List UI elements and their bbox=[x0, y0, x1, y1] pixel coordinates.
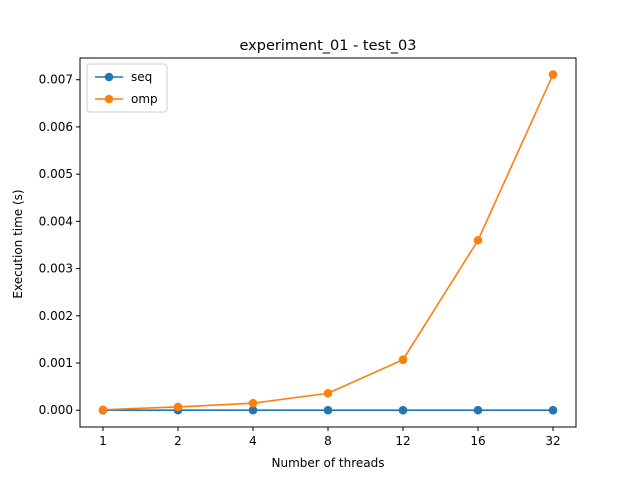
data-point-omp bbox=[98, 405, 108, 415]
legend-marker-omp bbox=[104, 94, 114, 104]
y-tick-label: 0.005 bbox=[39, 167, 73, 181]
y-axis-label: Execution time (s) bbox=[11, 189, 25, 298]
y-tick-label: 0.004 bbox=[39, 214, 73, 228]
data-point-seq bbox=[398, 405, 408, 415]
data-point-omp bbox=[548, 70, 558, 79]
data-point-omp bbox=[473, 235, 483, 245]
data-point-omp bbox=[248, 398, 258, 408]
x-tick-label: 8 bbox=[324, 434, 332, 448]
x-tick-label: 2 bbox=[174, 434, 182, 448]
data-point-seq bbox=[548, 405, 558, 415]
x-tick-label: 32 bbox=[545, 434, 560, 448]
y-tick-label: 0.002 bbox=[39, 309, 73, 323]
legend-label-seq: seq bbox=[131, 70, 152, 84]
x-tick-label: 12 bbox=[395, 434, 410, 448]
y-tick-label: 0.006 bbox=[39, 120, 73, 134]
y-tick-label: 0.000 bbox=[39, 403, 73, 417]
plot-area: 1 2 4 8 12 16 320.0000.0010.0020.0030.0040.005… bbox=[39, 57, 577, 448]
data-point-omp bbox=[323, 388, 333, 398]
x-tick-label: 1 bbox=[99, 434, 107, 448]
data-point-seq bbox=[473, 405, 483, 415]
x-tick-label: 4 bbox=[249, 434, 257, 448]
data-point-omp bbox=[398, 355, 408, 365]
chart-title: experiment_01 - test_03 bbox=[240, 38, 417, 54]
y-tick-label: 0.001 bbox=[39, 356, 73, 370]
data-point-seq bbox=[248, 405, 258, 415]
legend: seq omp bbox=[86, 63, 168, 113]
data-point-seq bbox=[323, 405, 333, 415]
y-tick-label: 0.007 bbox=[39, 73, 73, 87]
y-tick-label: 0.003 bbox=[39, 262, 73, 276]
legend-label-omp: omp bbox=[131, 92, 158, 106]
x-tick-label: 16 bbox=[470, 434, 485, 448]
x-axis-label: Number of threads bbox=[272, 456, 385, 470]
data-point-omp bbox=[173, 402, 183, 412]
legend-marker-seq bbox=[104, 72, 114, 82]
